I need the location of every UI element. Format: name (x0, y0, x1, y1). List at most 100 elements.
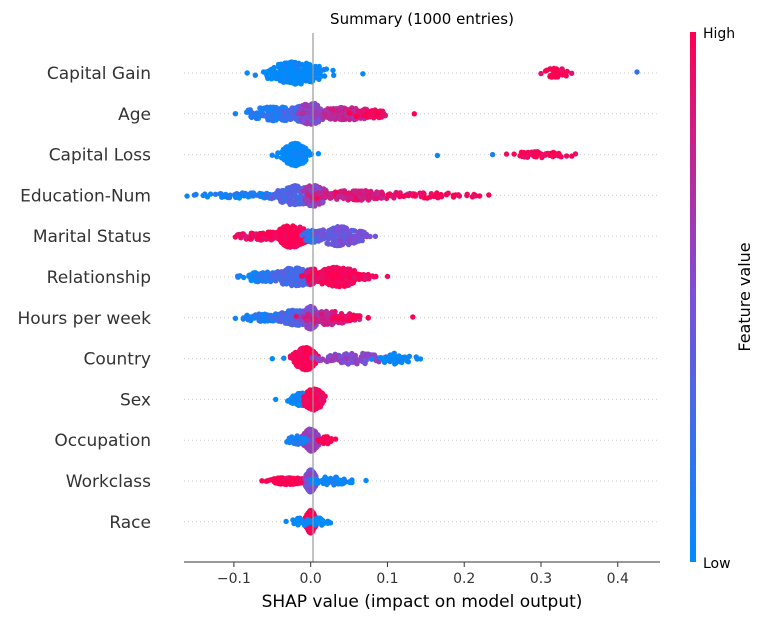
data-point (313, 105, 318, 110)
data-point (290, 153, 295, 158)
data-point (282, 232, 287, 237)
data-point (270, 153, 275, 158)
data-point (298, 358, 303, 363)
data-point (283, 64, 288, 69)
data-point (413, 193, 418, 198)
data-point (281, 80, 286, 85)
data-point (316, 77, 321, 82)
data-point (307, 429, 312, 434)
data-point (330, 107, 335, 112)
data-point (300, 147, 305, 152)
feature-label: Race (109, 513, 151, 533)
data-point (291, 397, 296, 402)
data-point (302, 102, 307, 107)
data-point (354, 114, 359, 119)
data-point (254, 116, 259, 121)
data-point (290, 60, 295, 65)
chart-title: Summary (1000 entries) (330, 10, 514, 28)
data-point (313, 310, 318, 315)
data-point (368, 114, 373, 119)
data-point (273, 191, 278, 196)
feature-label: Age (118, 105, 151, 125)
data-point (373, 234, 378, 239)
data-point (464, 193, 469, 198)
data-point (477, 193, 482, 198)
data-point (278, 236, 283, 241)
data-point (360, 108, 365, 113)
data-point (435, 153, 440, 158)
data-point (233, 111, 238, 116)
data-point (316, 151, 321, 156)
data-point (384, 358, 389, 363)
data-point (285, 186, 290, 191)
data-point (380, 192, 385, 197)
data-point (243, 191, 248, 196)
data-point (270, 274, 275, 279)
data-point (446, 191, 451, 196)
data-point (253, 73, 258, 78)
data-point (317, 70, 322, 75)
data-point (305, 311, 310, 316)
data-point (298, 79, 303, 84)
data-point (419, 194, 424, 199)
data-point (241, 275, 246, 280)
data-point (294, 441, 299, 446)
data-point (192, 192, 197, 197)
data-point (265, 75, 270, 80)
data-point (322, 317, 327, 322)
data-point (285, 439, 290, 444)
data-point (353, 188, 358, 193)
data-point (320, 199, 325, 204)
data-point (326, 266, 331, 271)
data-point (324, 309, 329, 314)
data-point (548, 66, 553, 71)
data-point (292, 202, 297, 207)
data-point (538, 71, 543, 76)
data-point (297, 348, 302, 353)
data-point (297, 151, 302, 156)
data-point (634, 69, 639, 74)
data-point (302, 363, 307, 368)
data-point (330, 316, 335, 321)
data-point (333, 353, 338, 358)
data-point (287, 108, 292, 113)
data-point (275, 475, 280, 480)
data-point (349, 360, 354, 365)
feature-label: Marital Status (33, 227, 151, 247)
data-point (259, 478, 264, 483)
data-point (394, 191, 399, 196)
data-point (287, 240, 292, 245)
data-point (366, 352, 371, 357)
data-point (317, 437, 322, 442)
data-point (263, 232, 268, 237)
data-point (331, 114, 336, 119)
data-point (267, 315, 272, 320)
data-point (220, 194, 225, 199)
data-point (471, 193, 476, 198)
data-point (306, 326, 311, 331)
data-point (285, 114, 290, 119)
data-point (399, 360, 404, 365)
data-point (330, 68, 335, 73)
data-point (289, 233, 294, 238)
data-point (360, 234, 365, 239)
data-point (359, 193, 364, 198)
data-point (287, 144, 292, 149)
data-point (338, 354, 343, 359)
data-point (392, 354, 397, 359)
data-point (265, 69, 270, 74)
data-point (371, 192, 376, 197)
data-point (292, 274, 297, 279)
data-point (280, 149, 285, 154)
data-point (233, 316, 238, 321)
data-point (290, 80, 295, 85)
data-point (490, 152, 495, 157)
data-point (201, 193, 206, 198)
data-point (410, 314, 415, 319)
data-point (324, 438, 329, 443)
data-point (573, 151, 578, 156)
data-point (346, 190, 351, 195)
data-point (295, 195, 300, 200)
data-point (297, 106, 302, 111)
data-point (257, 318, 262, 323)
